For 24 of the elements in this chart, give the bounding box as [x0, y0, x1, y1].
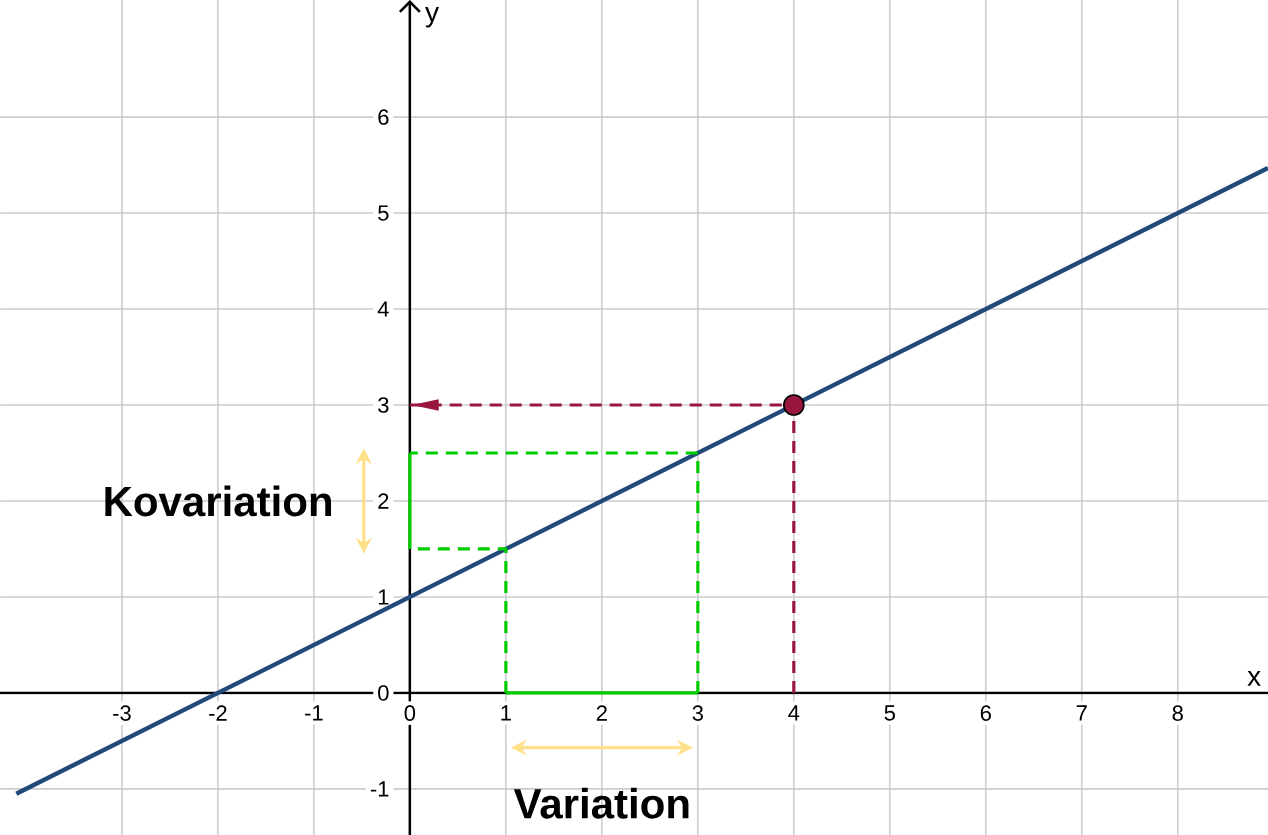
annotation: Variation — [513, 787, 689, 819]
y-tick-label: 6 — [378, 109, 389, 125]
y-tick-label: 3 — [378, 397, 389, 413]
y-tick-label: 5 — [378, 205, 389, 221]
x-tick-label: -1 — [305, 705, 323, 721]
x-tick-label: -3 — [113, 705, 131, 721]
x-tick-label: 3 — [692, 705, 703, 721]
x-tick-label: 7 — [1076, 705, 1087, 721]
x-tick-label: 5 — [884, 705, 895, 721]
x-tick-label: 8 — [1172, 705, 1183, 721]
x-tick-label: -2 — [209, 705, 227, 721]
x-tick-label: 0 — [404, 705, 416, 721]
y-tick-label: 1 — [378, 589, 389, 605]
y-tick-label: 4 — [377, 301, 389, 317]
y-axis-title: y — [425, 6, 439, 28]
x-tick-label: 2 — [596, 705, 607, 721]
annotation: Kovariation — [105, 485, 332, 517]
x-tick-label: 4 — [788, 705, 800, 721]
y-tick-label: 0 — [378, 685, 389, 701]
x-tick-label: 6 — [980, 705, 991, 721]
x-tick-label: 1 — [501, 705, 511, 721]
y-tick-label: 2 — [378, 493, 389, 509]
x-axis-title: x — [1247, 671, 1261, 686]
y-tick-label: -1 — [370, 781, 389, 797]
